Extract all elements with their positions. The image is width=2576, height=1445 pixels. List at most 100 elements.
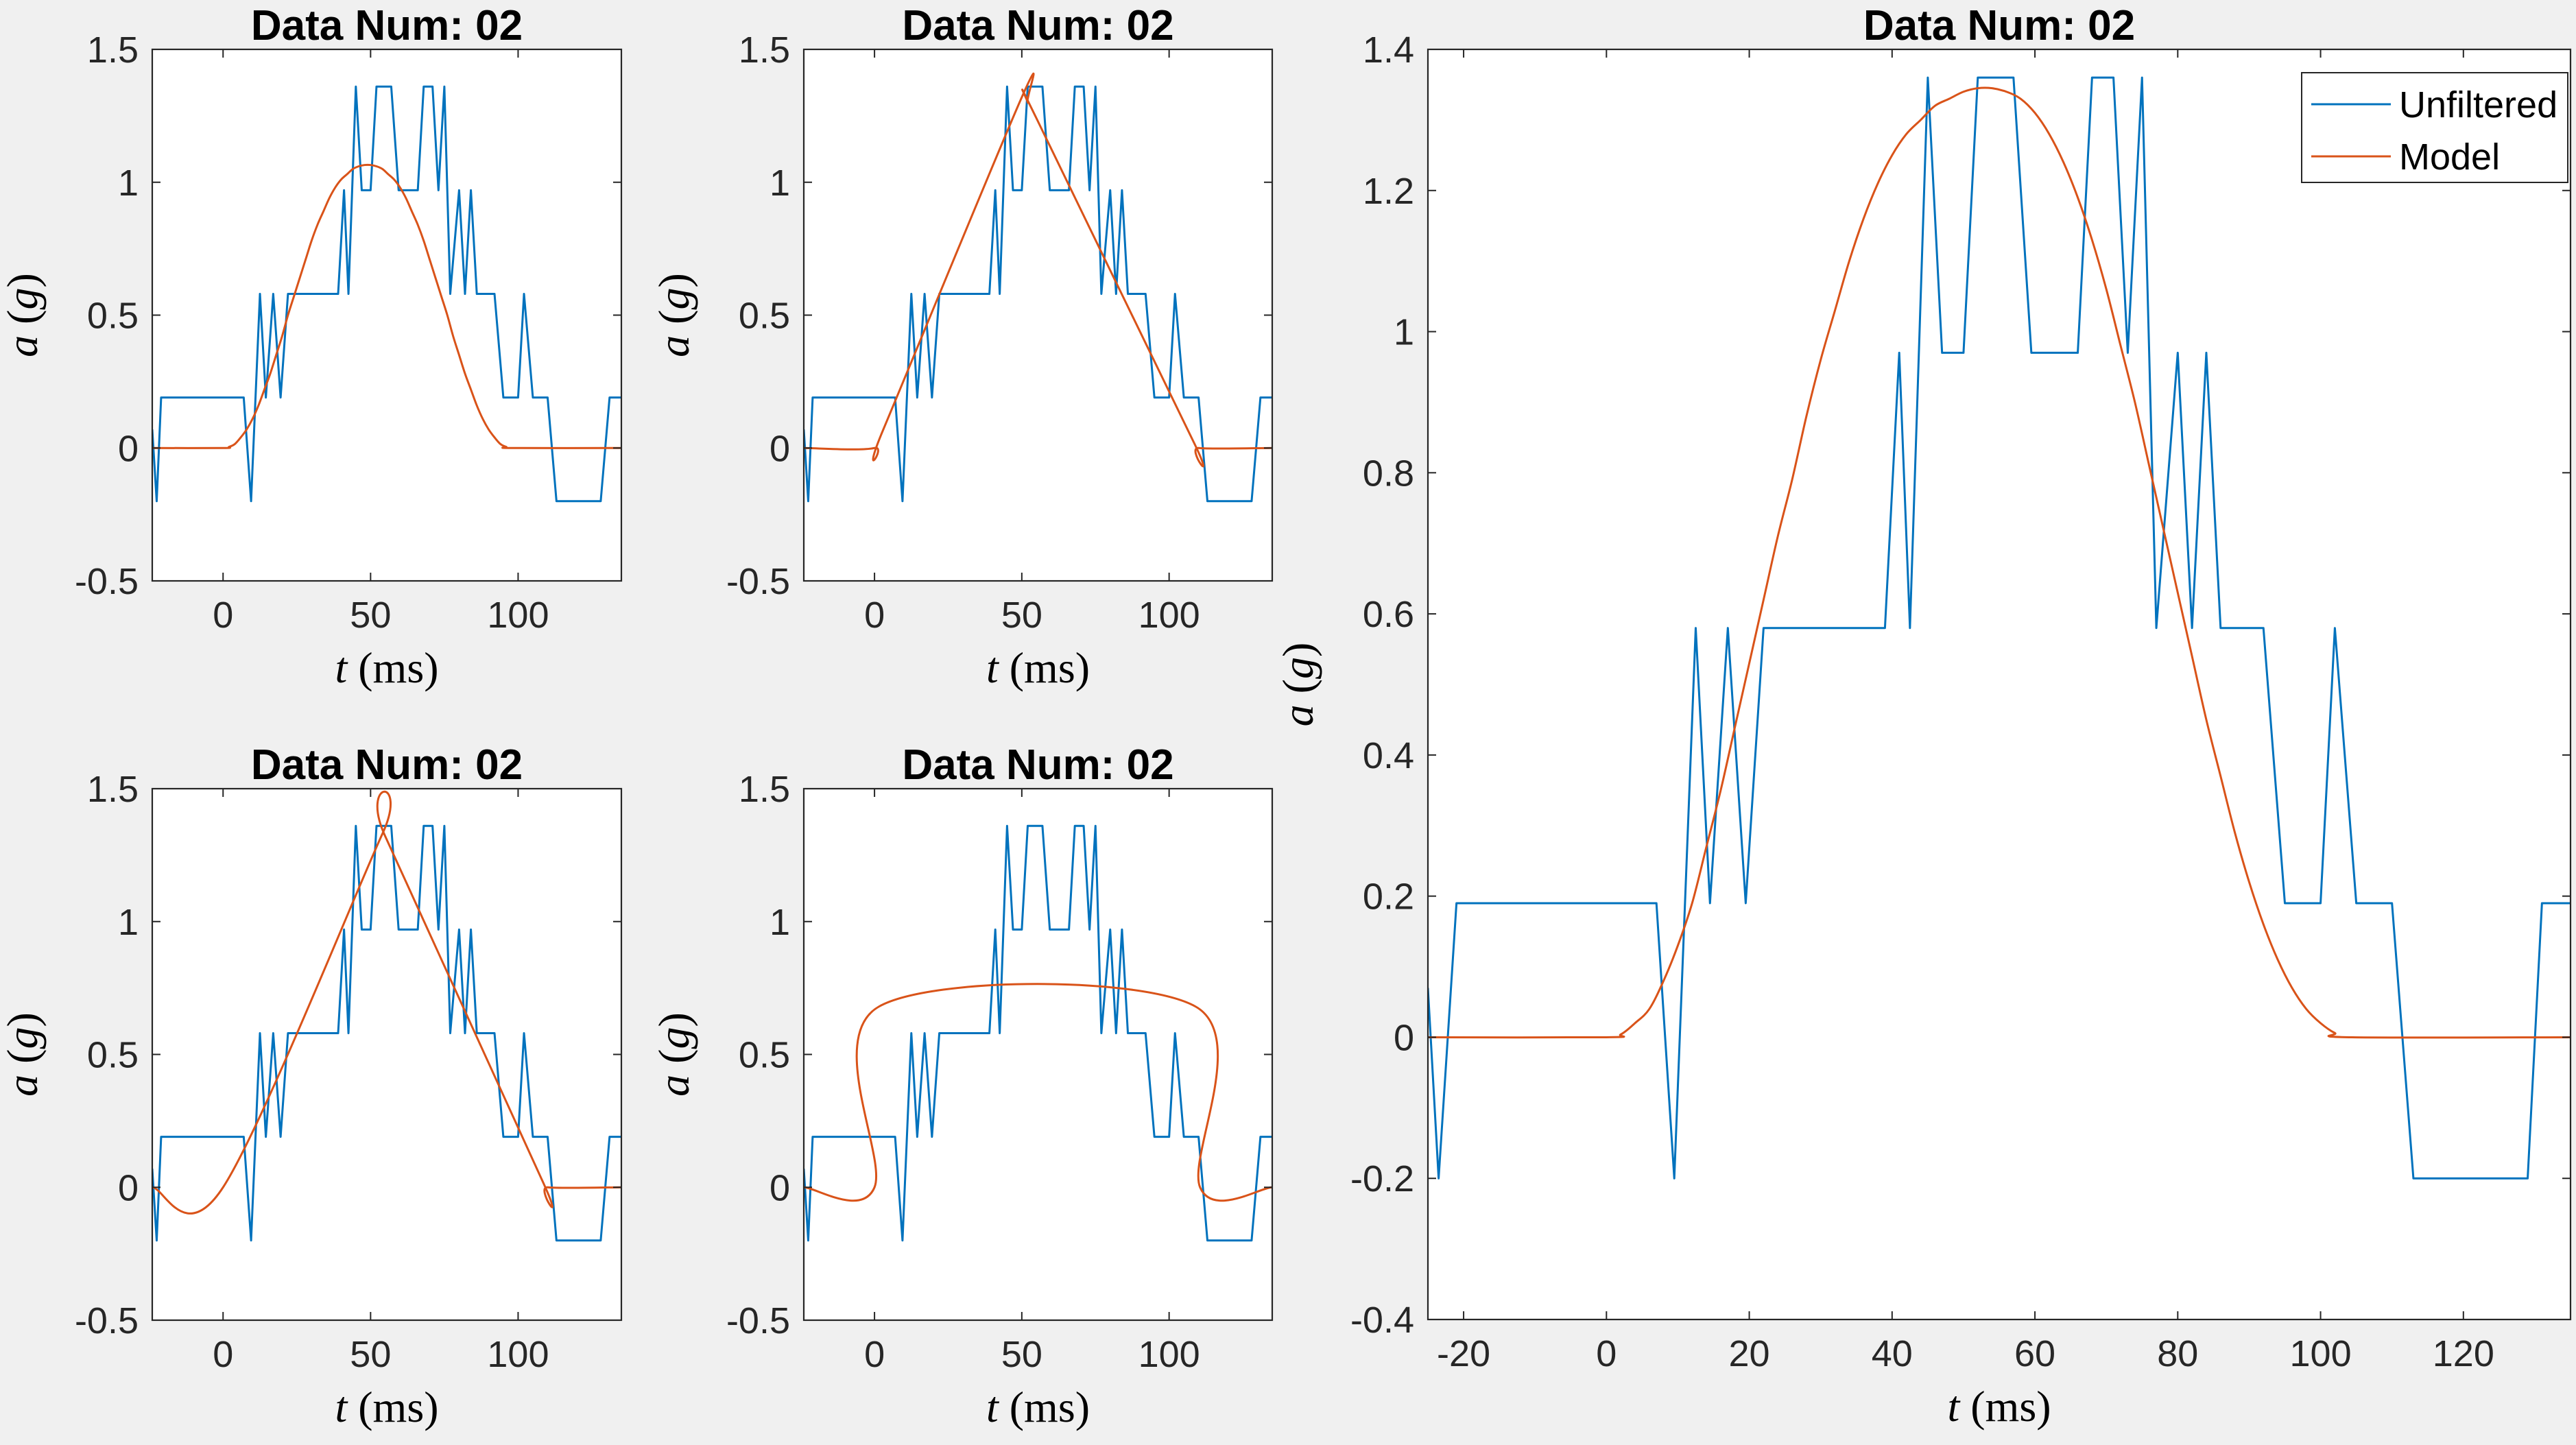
y-tick-label: 0.5 [87, 1035, 139, 1076]
chart-panel-top-middle: 0 50 100 -0.5 0 0.5 1 1.5 Data Num: 02 t (ms) a (g… [649, 2, 1274, 692]
y-axis-label-unit: g [0, 288, 47, 310]
y-tick-label: 0.8 [1363, 453, 1414, 494]
series-group [152, 85, 621, 503]
x-tick-label: -20 [1437, 1333, 1490, 1374]
y-tick-label: 1.5 [87, 769, 139, 810]
chart-panel-top-left: 0 50 100 -0.5 0 0.5 1 1.5 Data Num: 02 t (ms) a (g… [0, 2, 623, 692]
series-line-model [1428, 86, 2571, 1039]
y-tick-label: 1 [1394, 312, 1414, 353]
y-tick-label: 1 [118, 163, 139, 204]
y-tick-label: 0.2 [1363, 876, 1414, 918]
series-group [152, 790, 621, 1242]
y-axis-label-variable: a [649, 1064, 698, 1097]
x-axis-label-unit: (ms) [1959, 1382, 2051, 1431]
x-tick-label: 100 [487, 1334, 549, 1375]
y-axis-label-paren: ) [649, 1012, 698, 1027]
y-tick-label: 1.2 [1363, 171, 1414, 212]
series-group [804, 824, 1272, 1242]
x-axis-label: t (ms) [986, 1383, 1090, 1431]
y-tick-label: 1 [770, 163, 790, 204]
x-axis-label: t (ms) [986, 643, 1090, 692]
y-axis-label-unit: g [649, 1027, 698, 1049]
y-tick-label: -0.5 [75, 1300, 139, 1341]
y-axis-label-unit: g [1274, 657, 1322, 679]
x-axis-label-variable: t [335, 643, 348, 692]
y-tick-label: 1 [118, 902, 139, 943]
plot-area [152, 49, 621, 581]
y-axis-label-paren: ( [649, 310, 698, 324]
x-axis-label-unit: (ms) [999, 1383, 1090, 1431]
x-axis-label: t (ms) [335, 1383, 438, 1431]
y-axis-label: a (g) [0, 1012, 47, 1097]
plot-area [152, 789, 621, 1320]
chart-panel-bottom-middle: 0 50 100 -0.5 0 0.5 1 1.5 Data Num: 02 t (ms) a (g… [649, 741, 1274, 1431]
y-axis-label-variable: a [649, 324, 698, 357]
series-group [804, 73, 1272, 503]
x-tick-label: 0 [864, 595, 885, 636]
series-line-model [804, 983, 1272, 1202]
y-axis-label-paren: ( [0, 1049, 47, 1064]
series-group [1428, 76, 2571, 1180]
x-tick-label: 100 [487, 595, 549, 636]
y-tick-label: 0.6 [1363, 594, 1414, 635]
y-tick-label: 1 [770, 902, 790, 943]
y-axis-label-unit: g [649, 288, 698, 310]
y-axis-label: a (g) [649, 273, 698, 357]
series-line-model [804, 73, 1272, 468]
y-tick-label: 1.5 [739, 29, 790, 71]
x-tick-label: 50 [350, 595, 391, 636]
chart-title: Data Num: 02 [251, 2, 523, 49]
y-axis-label-paren: ( [649, 1049, 698, 1064]
x-axis-label-variable: t [335, 1383, 348, 1431]
y-tick-label: -0.4 [1350, 1300, 1414, 1341]
y-axis-label-paren: ) [649, 273, 698, 287]
legend: Unfiltered Model [2301, 72, 2568, 183]
y-axis-label-paren: ) [1274, 643, 1322, 657]
y-axis-label-variable: a [1274, 693, 1322, 726]
x-tick-label: 40 [1872, 1333, 1913, 1374]
x-tick-label: 0 [213, 1334, 233, 1375]
x-axis-label: t (ms) [1947, 1382, 2051, 1431]
x-axis-label-variable: t [1947, 1382, 1961, 1431]
y-tick-label: 1.5 [87, 29, 139, 71]
x-axis-label: t (ms) [335, 643, 438, 692]
x-axis-label-variable: t [986, 1383, 1000, 1431]
y-tick-label: 0 [118, 428, 139, 469]
series-line-unfiltered [152, 824, 621, 1242]
chart-panel-bottom-left: 0 50 100 -0.5 0 0.5 1 1.5 Data Num: 02 t (ms) a (g… [0, 741, 623, 1431]
y-tick-label: 1.4 [1363, 29, 1414, 71]
x-axis-label-unit: (ms) [347, 643, 438, 692]
y-axis-label-variable: a [0, 324, 47, 357]
x-axis-label-variable: t [986, 643, 1000, 692]
y-axis-label: a (g) [649, 1012, 698, 1097]
x-tick-label: 100 [1138, 1334, 1200, 1375]
x-tick-label: 100 [1138, 595, 1200, 636]
x-tick-label: 20 [1729, 1333, 1770, 1374]
y-axis-label-variable: a [0, 1064, 47, 1097]
y-tick-label: -0.5 [726, 561, 790, 602]
x-tick-label: 120 [2433, 1333, 2494, 1374]
chart-title: Data Num: 02 [1863, 2, 2135, 49]
plot-area [1428, 49, 2571, 1319]
plot-area [804, 49, 1272, 581]
chart-panel-right: -20 0 20 40 60 80 100 120 -0.4 -0.2 0 0.2 0.4 0.6 0.8 1… [1274, 2, 2572, 1431]
y-axis-label-paren: ) [0, 1012, 47, 1027]
legend-label-unfiltered: Unfiltered [2399, 84, 2557, 126]
y-tick-label: 0.4 [1363, 735, 1414, 776]
x-tick-label: 50 [1001, 1334, 1042, 1375]
y-axis-label-paren: ( [0, 310, 47, 324]
y-tick-label: -0.5 [726, 1300, 790, 1341]
axes-box [1427, 48, 2572, 1321]
series-line-unfiltered [804, 824, 1272, 1242]
x-tick-label: 0 [1596, 1333, 1617, 1374]
y-tick-label: 0 [1394, 1017, 1414, 1058]
legend-label-model: Model [2399, 136, 2500, 178]
y-tick-label: 1.5 [739, 769, 790, 810]
series-line-model [152, 163, 621, 449]
y-tick-label: 0.5 [739, 296, 790, 337]
x-axis-label-unit: (ms) [999, 643, 1090, 692]
y-tick-label: 0.5 [739, 1035, 790, 1076]
y-tick-label: 0.5 [87, 296, 139, 337]
series-line-unfiltered [804, 85, 1272, 503]
chart-title: Data Num: 02 [902, 741, 1173, 789]
